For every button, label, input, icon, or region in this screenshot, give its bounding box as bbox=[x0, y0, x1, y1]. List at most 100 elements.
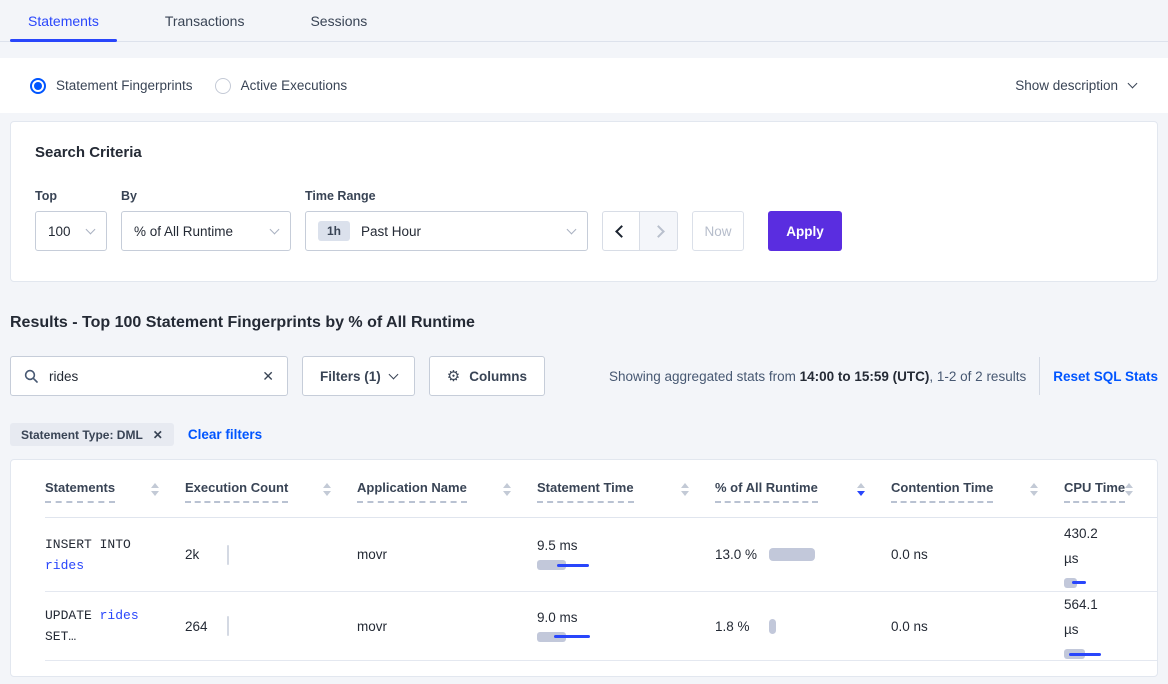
search-input-value[interactable]: rides bbox=[49, 368, 79, 384]
time-range-badge: 1h bbox=[318, 221, 351, 241]
applied-filters-row: Statement Type: DML ✕ Clear filters bbox=[10, 423, 1158, 446]
radio-active-executions[interactable]: Active Executions bbox=[214, 77, 348, 94]
results-heading: Results - Top 100 Statement Fingerprints… bbox=[10, 314, 475, 331]
statement-time-bar bbox=[537, 559, 599, 571]
execution-count-bar bbox=[227, 616, 229, 636]
column-header-application-name[interactable]: Application Name bbox=[357, 460, 537, 518]
contention-time-cell: 0.0 ns bbox=[891, 592, 1064, 661]
cpu-time-bar bbox=[1064, 648, 1116, 660]
search-icon bbox=[24, 369, 38, 383]
application-name-cell: movr bbox=[357, 592, 537, 661]
stats-period: 14:00 to 15:59 (UTC) bbox=[799, 368, 930, 384]
filter-pill-statement-type[interactable]: Statement Type: DML ✕ bbox=[10, 423, 174, 446]
sort-icon-active-desc[interactable] bbox=[857, 480, 865, 496]
statement-fingerprint[interactable]: UPDATE rides SET… bbox=[45, 608, 139, 644]
chevron-left-icon bbox=[614, 224, 628, 238]
column-header-runtime[interactable]: % of All Runtime bbox=[715, 460, 891, 518]
filter-pill-label: Statement Type: DML bbox=[21, 427, 143, 442]
sort-icon[interactable] bbox=[151, 480, 159, 496]
by-label: By bbox=[121, 189, 137, 203]
search-criteria-panel: Search Criteria Top 100 By % of All Runt… bbox=[10, 121, 1158, 282]
application-name-cell: movr bbox=[357, 518, 537, 592]
tab-sessions-label: Sessions bbox=[310, 12, 368, 29]
chevron-down-icon bbox=[85, 224, 96, 234]
columns-button[interactable]: ⚙ Columns bbox=[428, 356, 545, 396]
column-header-execution-count[interactable]: Execution Count bbox=[185, 460, 357, 518]
statement-fingerprint[interactable]: INSERT INTO rides bbox=[45, 536, 131, 573]
top-select[interactable]: 100 bbox=[35, 211, 107, 251]
execution-count-bar bbox=[227, 544, 229, 565]
time-next-button[interactable] bbox=[640, 211, 678, 251]
tab-sessions[interactable]: Sessions bbox=[292, 0, 385, 41]
radio-unselected-icon bbox=[214, 77, 231, 94]
sort-icon[interactable] bbox=[681, 480, 689, 496]
statement-time-bar bbox=[537, 631, 599, 643]
search-input[interactable]: rides ✕ bbox=[10, 356, 288, 396]
tab-transactions[interactable]: Transactions bbox=[147, 0, 263, 41]
tab-statements[interactable]: Statements bbox=[10, 0, 117, 42]
chevron-down-icon bbox=[269, 224, 280, 234]
gear-icon: ⚙ bbox=[446, 366, 461, 385]
runtime-bar bbox=[769, 548, 815, 561]
chevron-down-icon bbox=[566, 224, 577, 234]
chevron-down-icon bbox=[388, 369, 399, 379]
tab-statements-label: Statements bbox=[28, 12, 99, 29]
time-range-select[interactable]: 1h Past Hour bbox=[305, 211, 588, 251]
view-mode-bar: Statement Fingerprints Active Executions… bbox=[0, 58, 1168, 113]
apply-button[interactable]: Apply bbox=[768, 211, 842, 251]
filters-button[interactable]: Filters (1) bbox=[302, 356, 415, 396]
column-header-statement-time[interactable]: Statement Time bbox=[537, 460, 715, 518]
time-range-control: Time Range 1h Past Hour bbox=[305, 189, 588, 251]
by-control: By % of All Runtime bbox=[121, 189, 291, 251]
columns-button-label: Columns bbox=[469, 368, 527, 384]
sort-icon[interactable] bbox=[323, 480, 331, 496]
search-criteria-title: Search Criteria bbox=[35, 144, 142, 161]
showing-stats-text: Showing aggregated stats from 14:00 to 1… bbox=[609, 368, 1027, 384]
radio-active-executions-label: Active Executions bbox=[240, 78, 348, 93]
sort-icon[interactable] bbox=[503, 480, 511, 496]
statement-link[interactable]: rides bbox=[45, 557, 85, 573]
show-description-toggle[interactable]: Show description bbox=[1015, 78, 1138, 93]
sql-activity-tabs: Statements Transactions Sessions bbox=[0, 0, 1168, 42]
radio-statement-fingerprints[interactable]: Statement Fingerprints bbox=[30, 77, 193, 94]
tab-transactions-label: Transactions bbox=[164, 12, 245, 29]
statements-table-card: Statements Execution Count Application N… bbox=[10, 459, 1158, 677]
statement-time-cell: 9.5 ms bbox=[537, 518, 715, 592]
top-select-value: 100 bbox=[48, 223, 71, 239]
column-header-statements[interactable]: Statements bbox=[45, 460, 185, 518]
statement-link[interactable]: rides bbox=[99, 608, 139, 623]
execution-count-cell: 264 bbox=[185, 592, 357, 661]
radio-statement-fingerprints-label: Statement Fingerprints bbox=[56, 78, 193, 93]
execution-count-cell: 2k bbox=[185, 518, 357, 592]
column-header-cpu-time[interactable]: CPU Time bbox=[1064, 460, 1157, 518]
by-select[interactable]: % of All Runtime bbox=[121, 211, 291, 251]
sort-icon[interactable] bbox=[1125, 480, 1134, 496]
column-header-contention-time[interactable]: Contention Time bbox=[891, 460, 1064, 518]
now-button[interactable]: Now bbox=[692, 211, 744, 251]
radio-selected-icon bbox=[30, 77, 46, 94]
chevron-down-icon bbox=[1127, 78, 1138, 89]
statement-time-cell: 9.0 ms bbox=[537, 592, 715, 661]
runtime-cell: 13.0 % bbox=[715, 518, 891, 592]
top-label: Top bbox=[35, 189, 57, 203]
results-controls: rides ✕ Filters (1) ⚙ Columns Showing ag… bbox=[10, 356, 1158, 396]
runtime-bar bbox=[769, 618, 776, 634]
show-description-label: Show description bbox=[1015, 78, 1118, 93]
filters-button-label: Filters (1) bbox=[320, 368, 381, 384]
time-previous-button[interactable] bbox=[602, 211, 640, 251]
table-row: UPDATE rides SET… bbox=[45, 592, 185, 661]
reset-sql-stats-link[interactable]: Reset SQL Stats bbox=[1053, 368, 1158, 384]
clear-filters-link[interactable]: Clear filters bbox=[187, 427, 263, 442]
remove-filter-icon[interactable]: ✕ bbox=[152, 427, 163, 442]
vertical-divider bbox=[1039, 357, 1041, 395]
chevron-right-icon bbox=[652, 224, 665, 238]
time-range-value: Past Hour bbox=[361, 223, 422, 239]
sort-icon[interactable] bbox=[1030, 480, 1038, 496]
contention-time-cell: 0.0 ns bbox=[891, 518, 1064, 592]
time-window-arrows bbox=[602, 211, 678, 251]
runtime-cell: 1.8 % bbox=[715, 592, 891, 661]
clear-search-icon[interactable]: ✕ bbox=[262, 368, 274, 384]
time-range-label: Time Range bbox=[305, 189, 376, 203]
cpu-time-cell: 430.2 µs bbox=[1064, 518, 1157, 592]
cpu-time-cell: 564.1 µs bbox=[1064, 592, 1157, 661]
